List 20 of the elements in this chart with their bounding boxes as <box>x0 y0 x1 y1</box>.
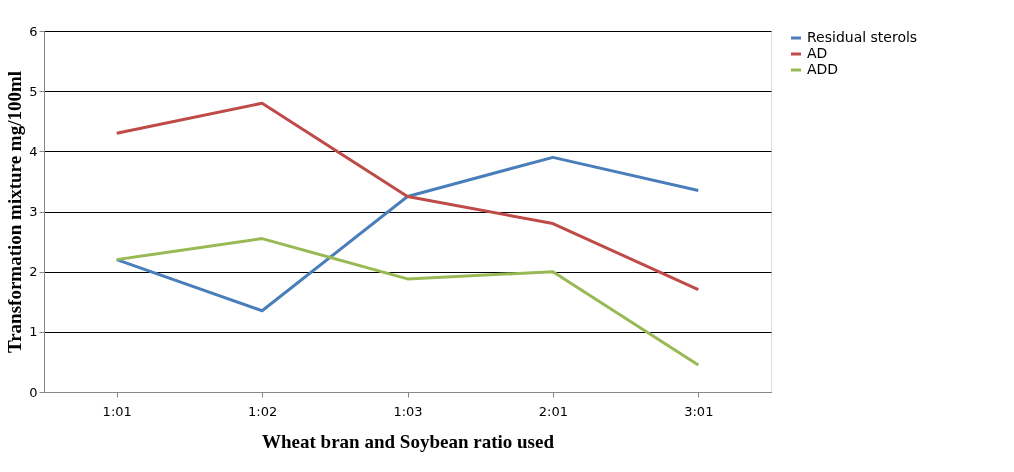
y-tick-label: 3 <box>29 204 38 219</box>
y-tick-label: 4 <box>29 143 38 159</box>
y-tick-label: 6 <box>29 23 38 39</box>
line-series <box>115 237 700 367</box>
x-tick-label: 1:02 <box>248 403 278 419</box>
x-tick-label: 3:01 <box>684 403 714 419</box>
legend-label: AD <box>807 45 828 61</box>
y-tick-label: 5 <box>29 83 38 99</box>
legend-label: ADD <box>807 61 839 77</box>
x-tick-label: 1:01 <box>102 403 132 419</box>
line-series <box>115 101 700 292</box>
line-series <box>115 155 700 313</box>
x-tick-label: 2:01 <box>538 403 568 419</box>
y-axis-title: Transformation mixture mg/100ml <box>4 70 26 354</box>
y-tick-label: 1 <box>29 324 38 340</box>
x-tick-label: 1:03 <box>393 403 423 419</box>
y-tick-label: 2 <box>29 264 38 280</box>
y-tick-label: 0 <box>29 384 38 400</box>
x-axis-title: Wheat bran and Soybean ratio used <box>262 430 555 452</box>
legend-label: Residual sterols <box>807 29 918 45</box>
